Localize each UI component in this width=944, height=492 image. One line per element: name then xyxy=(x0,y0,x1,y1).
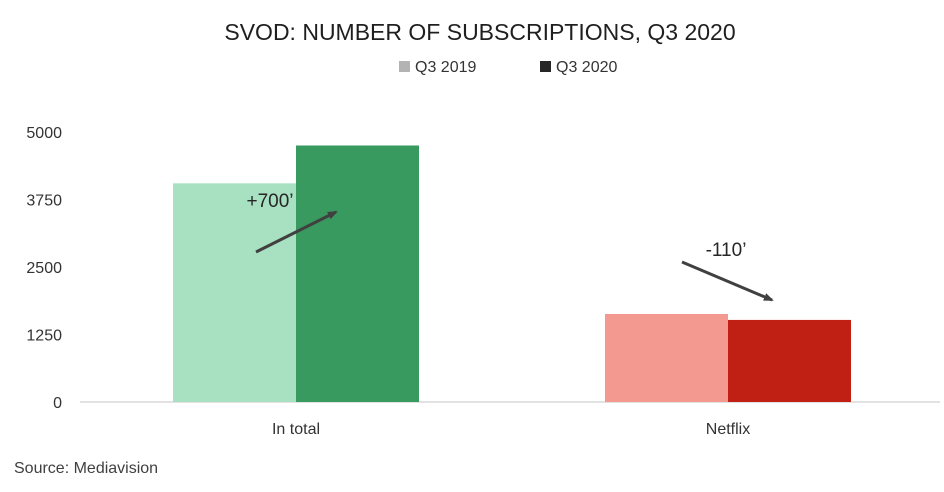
annotation-arrow xyxy=(681,260,774,302)
x-category-label: Netflix xyxy=(706,421,750,438)
annotation-arrow xyxy=(255,210,338,254)
bar xyxy=(605,313,728,402)
x-category-label: In total xyxy=(272,421,320,438)
plot-area: In total Netflix +700’ -110’ xyxy=(80,145,940,438)
y-axis: 0 1250 2500 3750 5000 xyxy=(26,125,62,412)
legend-label: Q3 2020 xyxy=(556,59,617,76)
legend-label: Q3 2019 xyxy=(415,59,476,76)
bar xyxy=(173,183,296,402)
bar xyxy=(296,145,419,402)
y-tick-label: 0 xyxy=(53,395,62,412)
source-note: Source: Mediavision xyxy=(14,460,158,477)
legend: Q3 2019 Q3 2020 xyxy=(399,59,617,76)
y-tick-label: 3750 xyxy=(26,193,62,210)
chart-title: SVOD: NUMBER OF SUBSCRIPTIONS, Q3 2020 xyxy=(224,19,735,45)
annotation-label: +700’ xyxy=(246,191,293,212)
bar xyxy=(728,319,851,402)
y-tick-label: 5000 xyxy=(26,125,62,142)
legend-swatch xyxy=(540,61,551,72)
annotation-label: -110’ xyxy=(706,240,747,261)
legend-swatch xyxy=(399,61,410,72)
y-tick-label: 1250 xyxy=(26,328,62,345)
y-tick-label: 2500 xyxy=(26,260,62,277)
